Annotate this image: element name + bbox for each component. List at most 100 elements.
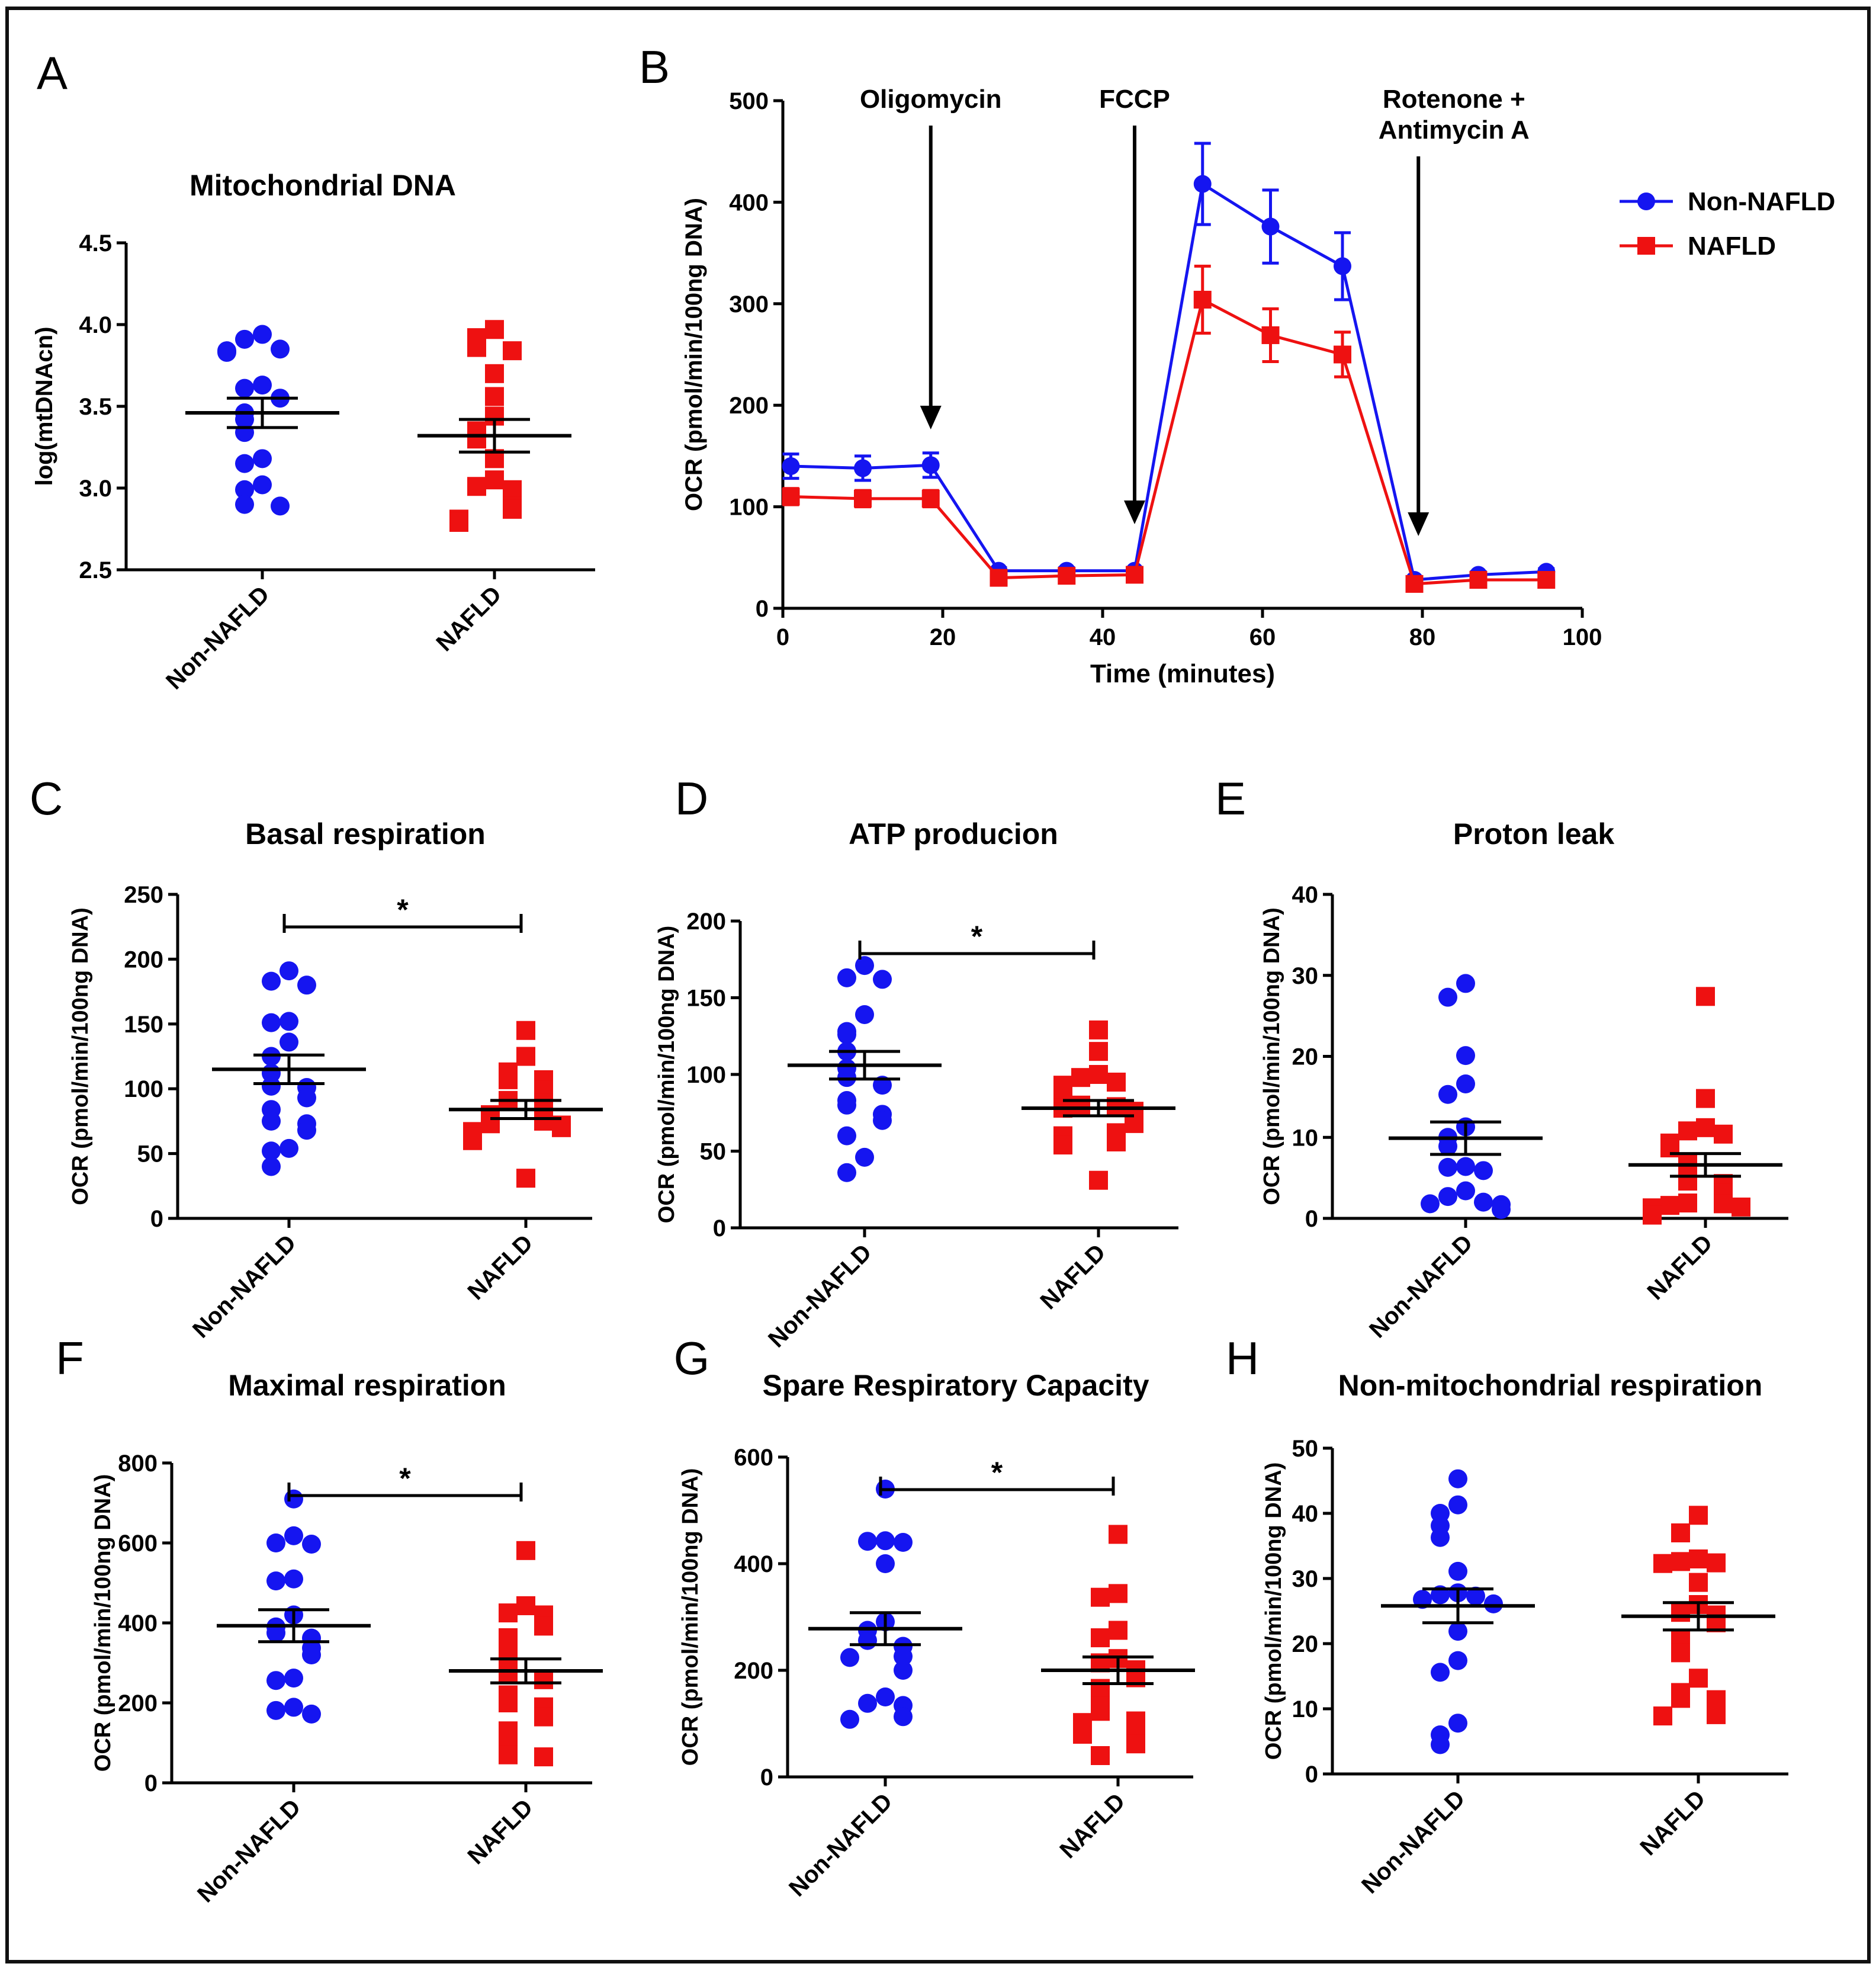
- nafld-point: [1089, 1020, 1108, 1039]
- y-tick-label: 300: [729, 291, 769, 317]
- y-tick-label: 100: [729, 495, 769, 521]
- y-tick-label: 500: [729, 88, 769, 114]
- y-tick-label: 3.0: [79, 476, 112, 502]
- nafld-point: [1107, 1072, 1126, 1092]
- y-tick-label: 400: [734, 1551, 773, 1577]
- x-category-label: Non-NAFLD: [188, 1230, 301, 1343]
- x-axis-label: Time (minutes): [1090, 659, 1275, 688]
- x-category-label: Non-NAFLD: [784, 1788, 897, 1901]
- panel-a: A Mitochondrial DNA 2.5 3.0 3.5 4.0 4.5 log(mtD…: [31, 47, 595, 695]
- non-nafld-point: [235, 454, 254, 473]
- legend-marker: [1637, 237, 1655, 255]
- y-axis-label: OCR (pmol/min/100ng DNA): [1260, 907, 1284, 1205]
- nafld-point: [503, 499, 522, 519]
- non-nafld-point: [894, 1707, 913, 1727]
- panel-title: Non-mitochondrial respiration: [1338, 1369, 1763, 1402]
- nafld-point: [1689, 1669, 1708, 1688]
- panel-title: Mitochondrial DNA: [189, 169, 456, 202]
- y-tick-label: 200: [686, 909, 726, 935]
- nafld-point: [854, 489, 872, 508]
- nafld-point: [1091, 1679, 1110, 1698]
- x-category-label: Non-NAFLD: [1364, 1230, 1477, 1343]
- legend: Non-NAFLD NAFLD: [1620, 187, 1835, 261]
- non-nafld-point: [855, 1005, 874, 1024]
- non-nafld-point: [266, 1671, 285, 1690]
- significance-star: *: [971, 920, 983, 953]
- nafld-point: [463, 1131, 482, 1150]
- nafld-point: [552, 1118, 571, 1137]
- panel-title: ATP producion: [849, 817, 1058, 851]
- non-nafld-point: [1456, 1046, 1475, 1066]
- nafld-point: [782, 487, 800, 506]
- y-tick-label: 10: [1292, 1696, 1319, 1722]
- non-nafld-point: [1448, 1469, 1467, 1488]
- legend-label: NAFLD: [1688, 232, 1776, 261]
- nafld-point: [1689, 1573, 1708, 1592]
- non-nafld-point: [1456, 1157, 1475, 1176]
- legend-marker: [1637, 192, 1655, 210]
- y-tick-label: 0: [1305, 1206, 1318, 1232]
- non-nafld-point: [1484, 1594, 1503, 1613]
- nafld-point: [534, 1747, 553, 1767]
- nafld-point: [534, 1111, 553, 1131]
- y-axis-label: OCR (pmol/min/100ng DNA): [1261, 1462, 1286, 1760]
- non-nafld-point: [253, 376, 272, 395]
- non-nafld-point: [280, 961, 298, 981]
- non-nafld-point: [921, 456, 940, 474]
- nafld-point: [499, 1628, 518, 1647]
- y-tick-label: 4.0: [79, 312, 112, 338]
- non-nafld-point: [1448, 1714, 1467, 1733]
- x-category-label: NAFLD: [1035, 1239, 1110, 1314]
- y-tick-label: 50: [1292, 1436, 1319, 1462]
- panel-title: Maximal respiration: [228, 1369, 506, 1402]
- nafld-point: [1707, 1705, 1726, 1724]
- non-nafld-point: [855, 1147, 874, 1167]
- nafld-point: [1671, 1523, 1690, 1542]
- nafld-point: [503, 341, 522, 361]
- panel-title: Proton leak: [1453, 817, 1614, 851]
- nafld-point: [516, 1047, 535, 1066]
- non-nafld-point: [284, 1489, 303, 1509]
- non-nafld-point: [854, 459, 872, 477]
- annotation-label: Antimycin A: [1379, 115, 1530, 145]
- non-nafld-point: [837, 968, 856, 987]
- non-nafld-point: [876, 1531, 895, 1551]
- annotation-label: Oligomycin: [860, 85, 1002, 114]
- y-tick-label: 600: [118, 1531, 158, 1557]
- significance-bracket: [287, 1483, 523, 1501]
- non-nafld-point: [1193, 175, 1212, 193]
- non-nafld-point: [837, 1068, 856, 1087]
- x-category-label: Non-NAFLD: [763, 1239, 876, 1352]
- nafld-point: [1696, 987, 1715, 1006]
- non-nafld-point: [297, 1088, 316, 1108]
- y-tick-label: 400: [118, 1610, 158, 1637]
- non-nafld-point: [1474, 1192, 1493, 1212]
- y-tick-label: 0: [713, 1215, 726, 1241]
- nafld-point: [499, 1070, 518, 1089]
- y-tick-label: 20: [1292, 1044, 1319, 1070]
- nafld-point: [1643, 1205, 1662, 1225]
- x-tick-label: 20: [930, 624, 956, 650]
- panel-e: E Proton leak 0 10 20 30 40 OCR (pmol/min/100ng…: [1215, 772, 1788, 1343]
- x-tick-label: 60: [1249, 624, 1276, 650]
- nafld-line: [791, 297, 1547, 586]
- y-axis-label: OCR (pmol/min/100ng DNA): [654, 926, 679, 1223]
- non-nafld-point: [1448, 1651, 1467, 1670]
- y-tick-label: 3.5: [79, 394, 112, 420]
- y-tick-label: 100: [686, 1062, 726, 1088]
- y-tick-label: 200: [734, 1658, 773, 1684]
- nafld-point: [467, 477, 486, 496]
- annotation-arrow-head: [920, 406, 942, 429]
- non-nafld-point: [1448, 1622, 1467, 1641]
- nafld-point: [990, 569, 1008, 587]
- nafld-point: [1091, 1746, 1110, 1765]
- annotation-label: FCCP: [1099, 85, 1170, 114]
- non-nafld-point: [1431, 1528, 1450, 1547]
- nafld-point: [1714, 1124, 1733, 1144]
- nafld-point: [1678, 1193, 1697, 1213]
- non-nafld-point: [297, 1121, 316, 1140]
- nafld-point: [1053, 1135, 1072, 1155]
- legend-label: Non-NAFLD: [1688, 187, 1835, 216]
- non-nafld-point: [837, 1163, 856, 1182]
